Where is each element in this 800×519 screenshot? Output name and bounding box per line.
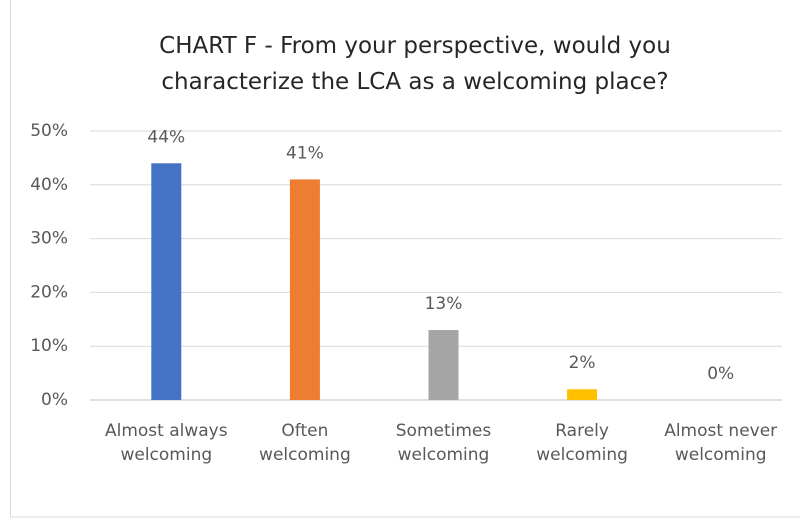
- y-tick-label: 30%: [30, 229, 68, 249]
- data-label: 41%: [286, 143, 324, 163]
- data-label: 44%: [147, 127, 185, 147]
- y-tick-label: 50%: [30, 121, 68, 141]
- bar: [567, 389, 598, 400]
- bar: [151, 163, 182, 400]
- y-tick-label: 20%: [30, 282, 68, 302]
- chart-border: [10, 0, 800, 518]
- bar: [289, 179, 320, 400]
- x-tick-label: Sometimes welcoming: [395, 421, 492, 465]
- data-label: 13%: [425, 294, 463, 314]
- bar: [428, 330, 459, 400]
- chart-title: CHART F - From your perspective, would y…: [159, 33, 671, 95]
- y-tick-label: 0%: [41, 390, 68, 410]
- y-tick-label: 40%: [30, 175, 68, 195]
- x-tick-label: Rarely welcoming: [536, 421, 628, 465]
- data-label: 2%: [569, 353, 596, 373]
- x-tick-label: Almost always welcoming: [104, 421, 228, 465]
- y-tick-label: 10%: [30, 336, 68, 356]
- x-tick-label: Almost never welcoming: [664, 421, 778, 465]
- data-label: 0%: [707, 364, 734, 384]
- x-tick-label: Often welcoming: [259, 421, 351, 465]
